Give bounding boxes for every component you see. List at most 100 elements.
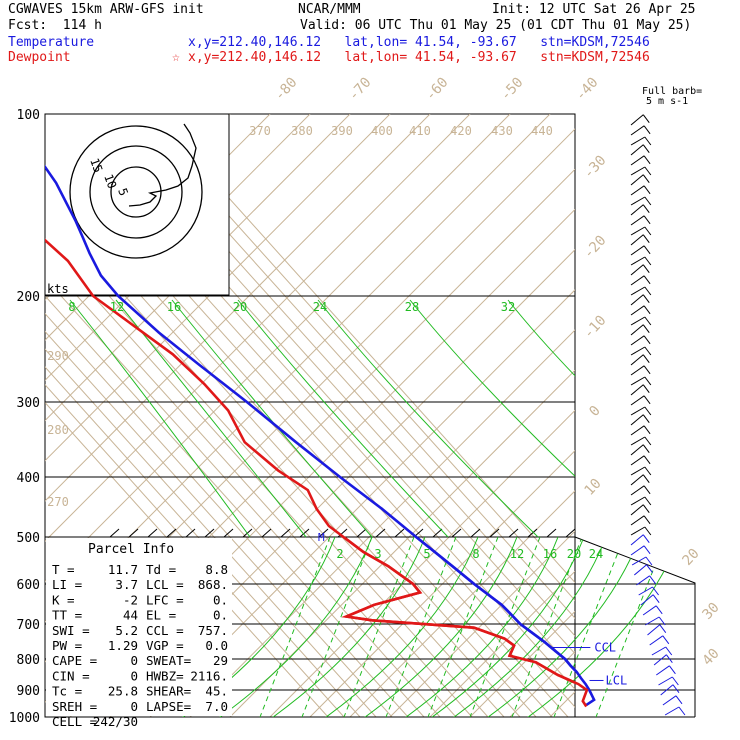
- parcel-info-value: 7.0: [205, 699, 228, 714]
- wind-barb: [630, 455, 651, 466]
- wind-barb: [630, 406, 652, 416]
- isotherm-label: -30: [581, 153, 610, 182]
- hodograph-ring: [110, 166, 162, 218]
- wind-barb: [630, 264, 650, 276]
- level-hatch: [166, 528, 177, 538]
- isotherm-label: 40: [699, 646, 722, 669]
- isotherm-label: -60: [423, 75, 452, 104]
- isotherm-line: [152, 114, 575, 584]
- moist-adiabat-curve: [509, 537, 681, 717]
- parcel-info-value: 0: [130, 699, 138, 714]
- level-hatch: [128, 528, 139, 538]
- wind-barb-flag: [644, 196, 652, 206]
- dry-adiabat-line: [45, 114, 391, 462]
- wind-barb-flag: [649, 575, 657, 585]
- wind-barb-flag: [644, 346, 652, 356]
- wind-barb: [630, 395, 651, 406]
- wind-barb: [638, 586, 659, 596]
- wind-barb: [630, 346, 652, 356]
- hodograph-units-label: kts: [47, 282, 69, 296]
- parcel-info-value: 44: [123, 608, 138, 623]
- wind-barb-flag: [644, 226, 652, 236]
- wind-barb-shaft: [630, 196, 646, 206]
- barb-scale-note: Full barb=: [642, 86, 703, 97]
- wind-barb: [647, 624, 667, 636]
- wind-barb: [630, 316, 652, 326]
- moist-adiabat-curve: [409, 299, 575, 477]
- wind-barb-shaft: [658, 676, 673, 686]
- wind-barb-shaft: [630, 384, 644, 396]
- wind-barb: [630, 376, 652, 386]
- parcel-info-key: CCL =: [146, 623, 184, 638]
- level-hatch: [470, 528, 481, 538]
- wind-barb-shaft: [630, 474, 644, 486]
- hodograph-ring-label: 15: [87, 156, 105, 174]
- isotherm-line: [45, 384, 345, 717]
- parcel-info-value: -2: [123, 592, 138, 607]
- level-hatch: [223, 528, 234, 538]
- wind-barb-shaft: [630, 245, 645, 256]
- wind-barb-flag: [643, 545, 651, 555]
- wind-barb-flag: [662, 635, 670, 645]
- wind-barb-flag: [642, 294, 650, 304]
- wind-barb: [630, 504, 650, 516]
- pressure-tick-label: 400: [17, 471, 40, 486]
- isotherm-line: [45, 348, 377, 717]
- wind-barb-shaft: [647, 624, 661, 636]
- wind-barb: [630, 204, 650, 216]
- wind-barb-shaft: [630, 504, 644, 516]
- wind-barb-flag: [643, 275, 651, 285]
- wind-barb-shaft: [630, 294, 644, 306]
- init-time: Init: 12 UTC Sat 26 Apr 25: [492, 2, 696, 17]
- wind-barb-flag: [644, 526, 652, 536]
- wind-barb-shaft: [664, 706, 680, 716]
- wind-barb: [630, 294, 650, 306]
- dry-adiabat-line: [229, 369, 575, 717]
- ccl-marker-label: CCL: [594, 641, 616, 655]
- wind-barb: [630, 384, 650, 396]
- wind-barb-flag: [644, 136, 652, 146]
- wind-barb: [630, 335, 651, 346]
- wind-barb: [630, 414, 650, 426]
- wind-barb-flag: [665, 654, 673, 664]
- theta-label: 400: [371, 124, 393, 138]
- hodograph-ring-label: 10: [101, 172, 119, 190]
- wind-barb: [630, 365, 651, 376]
- pressure-tick-label: 600: [17, 578, 40, 593]
- wind-barb: [630, 166, 652, 176]
- moist-adiabat-curve: [507, 299, 575, 377]
- org-label: NCAR/MMM: [298, 2, 361, 17]
- wind-barb: [630, 136, 652, 146]
- wind-barb-flag: [644, 496, 652, 506]
- wind-barb: [636, 575, 657, 586]
- wind-barb-flag: [642, 534, 650, 544]
- wind-barb: [630, 354, 650, 366]
- level-hatch: [375, 528, 386, 538]
- wind-barb: [664, 706, 686, 716]
- hodograph-ring: [89, 145, 183, 239]
- parcel-info-key: PW =: [52, 638, 82, 653]
- wind-barb: [640, 594, 660, 606]
- isotherm-line: [45, 366, 361, 717]
- dewpoint-label: Dewpoint: [8, 50, 71, 65]
- wind-barb: [630, 496, 652, 506]
- moist-line-label: 12: [110, 300, 124, 314]
- wind-barb: [630, 526, 652, 536]
- wind-barb-flag: [642, 144, 650, 154]
- wind-barb-shaft: [630, 226, 646, 236]
- wind-barb-shaft: [662, 695, 677, 706]
- wind-barb-shaft: [630, 354, 644, 366]
- wind-barb-shaft: [630, 166, 646, 176]
- level-hatch: [185, 528, 196, 538]
- parcel-info-key: EL =: [146, 608, 176, 623]
- dry-adiabat-line: [45, 114, 351, 422]
- wind-barb-flag: [643, 485, 651, 495]
- wind-barb-flag: [646, 564, 653, 574]
- level-hatch: [394, 528, 405, 538]
- parcel-info-value: 0.0: [205, 638, 228, 653]
- level-hatch: [451, 528, 462, 538]
- wind-barb: [630, 534, 650, 546]
- moist-adiabat-curve: [254, 537, 426, 717]
- level-hatch: [318, 528, 329, 538]
- parcel-info-value: 29: [213, 653, 228, 668]
